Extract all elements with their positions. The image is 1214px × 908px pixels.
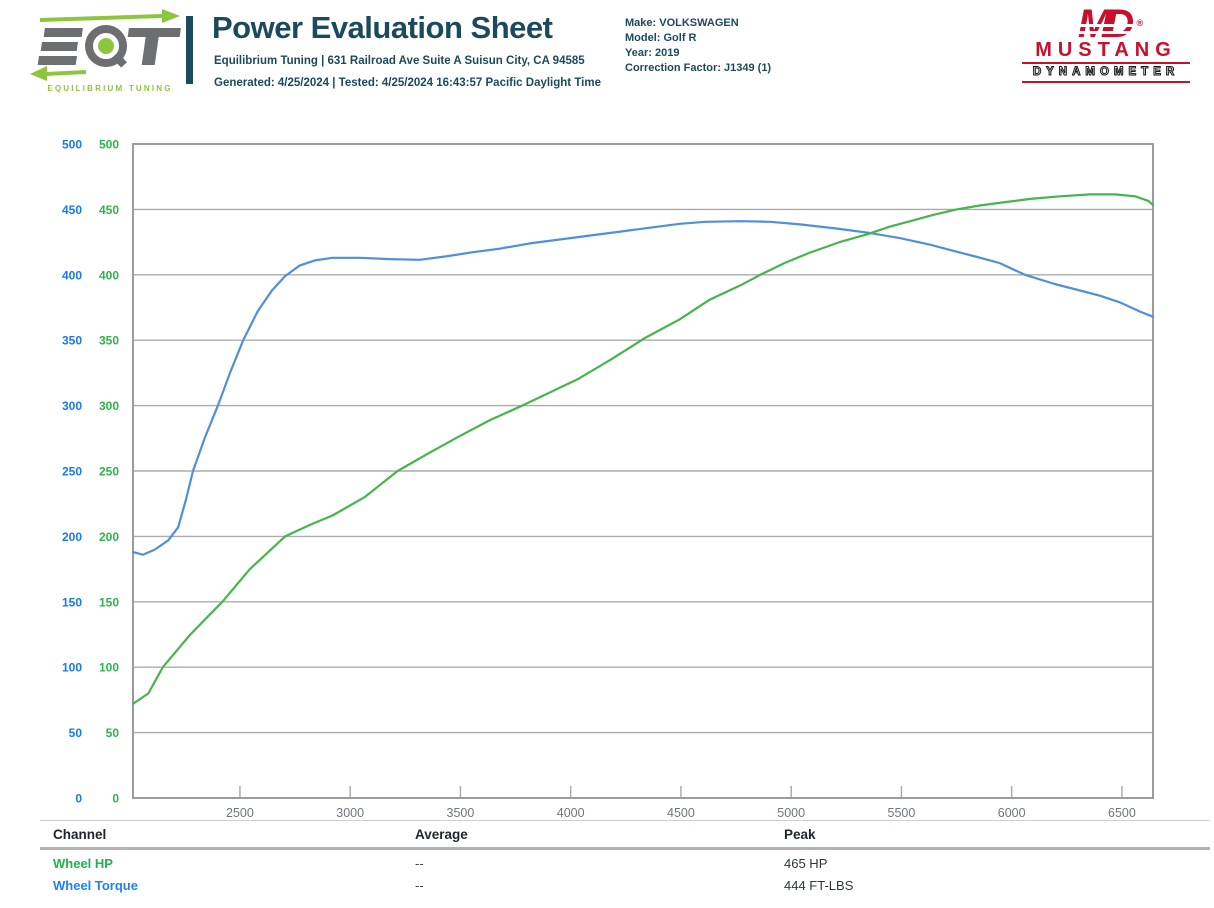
y-label-hp-350: 350 bbox=[99, 334, 119, 348]
x-tick-label-6000: 6000 bbox=[998, 806, 1026, 820]
y-label-hp-400: 400 bbox=[99, 268, 119, 282]
eqt-q-ring bbox=[85, 25, 127, 67]
x-tick-label-4000: 4000 bbox=[557, 806, 585, 820]
series-wheel-torque bbox=[131, 220, 1154, 556]
col-header-average: Average bbox=[415, 827, 468, 842]
eqt-tagline: EQUILIBRIUM TUNING bbox=[47, 84, 172, 93]
md-rule bbox=[1022, 62, 1190, 64]
md-rule bbox=[1022, 81, 1190, 83]
y-label-hp-250: 250 bbox=[99, 465, 119, 479]
y-label-torque-0: 0 bbox=[75, 792, 82, 806]
vehicle-info: Make: VOLKSWAGEN Model: Golf R Year: 201… bbox=[625, 16, 771, 76]
peak-wheel-torque: 444 FT-LBS bbox=[784, 878, 854, 893]
y-label-hp-100: 100 bbox=[99, 661, 119, 675]
x-tick-label-6500: 6500 bbox=[1108, 806, 1136, 820]
eqt-bottom-arrow-icon bbox=[30, 66, 86, 81]
y-label-torque-150: 150 bbox=[62, 595, 82, 609]
y-label-hp-0: 0 bbox=[112, 792, 119, 806]
table-top-rule bbox=[40, 820, 1210, 821]
vehicle-model: Model: Golf R bbox=[625, 32, 697, 44]
md-stripe bbox=[1073, 31, 1135, 34]
results-table: Channel Average Peak Wheel HP -- 465 HP … bbox=[40, 820, 1210, 894]
x-tick-label-5000: 5000 bbox=[777, 806, 805, 820]
x-tick-label-2500: 2500 bbox=[226, 806, 254, 820]
col-header-peak: Peak bbox=[784, 827, 816, 842]
y-label-torque-200: 200 bbox=[62, 530, 82, 544]
y-label-hp-200: 200 bbox=[99, 530, 119, 544]
channel-wheel-torque: Wheel Torque bbox=[53, 878, 138, 893]
y-label-hp-50: 50 bbox=[106, 726, 120, 740]
x-tick-label-3000: 3000 bbox=[336, 806, 364, 820]
y-label-torque-300: 300 bbox=[62, 399, 82, 413]
y-label-hp-500: 500 bbox=[99, 138, 119, 152]
header-divider bbox=[186, 16, 193, 84]
md-brand-tagline: DYNAMOMETER bbox=[1032, 66, 1180, 79]
eqt-logo: EQUILIBRIUM TUNING bbox=[30, 9, 181, 93]
y-label-torque-100: 100 bbox=[62, 661, 82, 675]
y-label-torque-50: 50 bbox=[69, 726, 83, 740]
company-address-line: Equilibrium Tuning | 631 Railroad Ave Su… bbox=[214, 55, 585, 67]
page-title: Power Evaluation Sheet bbox=[212, 10, 553, 45]
y-label-torque-400: 400 bbox=[62, 268, 82, 282]
eqt-top-arrow-icon bbox=[40, 9, 180, 23]
x-tick-label-4500: 4500 bbox=[667, 806, 695, 820]
eqt-letters bbox=[37, 28, 181, 65]
table-row: Wheel Torque -- 444 FT-LBS bbox=[40, 872, 1210, 894]
md-stripe bbox=[1073, 24, 1135, 27]
correction-factor: Correction Factor: J1349 (1) bbox=[625, 62, 772, 74]
mustang-dynamometer-logo: MD ® MUSTANG DYNAMOMETER bbox=[1022, 4, 1190, 85]
y-label-torque-500: 500 bbox=[62, 138, 82, 152]
peak-wheel-hp: 465 HP bbox=[784, 856, 828, 871]
y-label-torque-350: 350 bbox=[62, 334, 82, 348]
series-wheel-hp bbox=[131, 193, 1154, 705]
table-row: Wheel HP -- 465 HP bbox=[40, 850, 1210, 872]
plot-border bbox=[132, 143, 1154, 799]
md-monogram-icon: MD ® bbox=[1073, 4, 1143, 44]
x-tick-label-5500: 5500 bbox=[888, 806, 916, 820]
eqt-q-dot bbox=[98, 38, 114, 54]
registered-mark: ® bbox=[1136, 18, 1144, 28]
y-label-hp-150: 150 bbox=[99, 595, 119, 609]
vehicle-make: Make: VOLKSWAGEN bbox=[625, 17, 739, 29]
md-brand-name: MUSTANG bbox=[1035, 39, 1177, 61]
vehicle-year: Year: 2019 bbox=[625, 47, 680, 59]
generated-tested-line: Generated: 4/25/2024 | Tested: 4/25/2024… bbox=[214, 77, 601, 89]
channel-wheel-hp: Wheel HP bbox=[53, 856, 113, 871]
x-tick-label-3500: 3500 bbox=[447, 806, 475, 820]
y-label-hp-300: 300 bbox=[99, 399, 119, 413]
y-label-torque-250: 250 bbox=[62, 465, 82, 479]
average-wheel-hp: -- bbox=[415, 856, 424, 871]
col-header-channel: Channel bbox=[53, 827, 107, 842]
average-wheel-torque: -- bbox=[415, 878, 424, 893]
eqt-q-tail bbox=[112, 52, 127, 68]
y-label-torque-450: 450 bbox=[62, 203, 82, 217]
table-header-rule bbox=[40, 847, 1210, 850]
y-label-hp-450: 450 bbox=[99, 203, 119, 217]
table-header-row: Channel Average Peak bbox=[40, 821, 1210, 847]
